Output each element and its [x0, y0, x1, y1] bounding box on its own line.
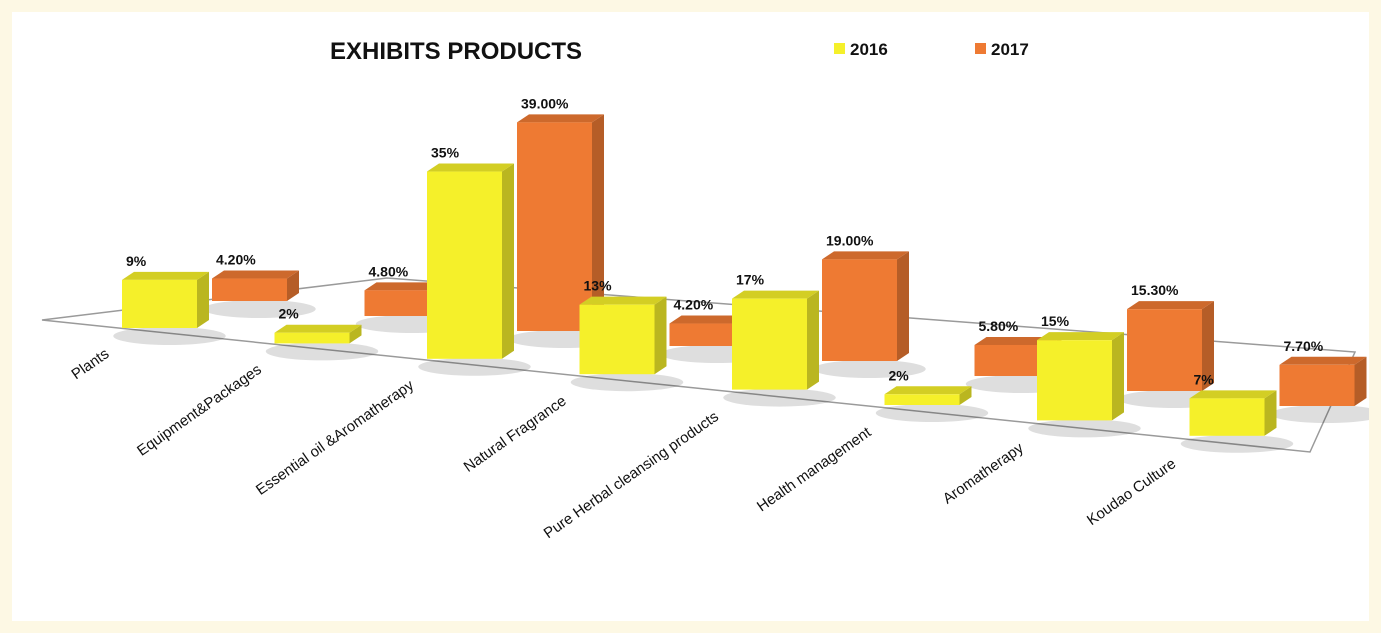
data-label-natural-fragrance-2016: 13%: [584, 278, 613, 294]
legend: 2016 2017: [834, 40, 1029, 59]
data-label-health-management-2016: 2%: [889, 367, 910, 383]
data-label-plants-2016: 9%: [126, 253, 147, 269]
bar-side-health-management-2016: [959, 386, 972, 405]
legend-label-2017: 2017: [991, 40, 1029, 59]
bar-side-equipment-packages-2016: [349, 324, 362, 344]
bar-front-health-management-2016: [884, 394, 960, 405]
chart-title: EXHIBITS PRODUCTS: [330, 38, 582, 65]
bar-side-pure-herbal-cleansing-products-2016: [807, 290, 819, 390]
category-label-health-management: Health management: [754, 423, 875, 515]
bar-equipment-packages-2016: [274, 324, 362, 344]
bar-side-essential-oil-aromatherapy-2016: [502, 163, 514, 359]
data-label-natural-fragrance-2017: 4.20%: [674, 297, 714, 313]
data-label-equipment-packages-2016: 2%: [279, 306, 300, 322]
bar-koudao-culture-2016: [1189, 390, 1277, 436]
data-label-plants-2017: 4.20%: [216, 252, 256, 268]
data-label-equipment-packages-2017: 4.80%: [369, 263, 409, 279]
bar-top-equipment-packages-2016: [274, 324, 362, 333]
bar-front-plants-2017: [212, 278, 287, 301]
category-label-koudao-culture: Koudao Culture: [1084, 455, 1179, 529]
bar-top-aromatherapy-2016: [1037, 332, 1124, 341]
data-label-koudao-culture-2016: 7%: [1194, 371, 1215, 387]
bar-essential-oil-aromatherapy-2016: [427, 163, 514, 359]
data-label-essential-oil-aromatherapy-2016: 35%: [431, 145, 460, 161]
bar-side-koudao-culture-2017: [1354, 356, 1367, 406]
bar-shadow-aromatherapy-2016: [1028, 419, 1141, 438]
bar-top-koudao-culture-2016: [1189, 390, 1277, 399]
bar-front-aromatherapy-2016: [1037, 340, 1112, 421]
bar-front-natural-fragrance-2016: [579, 304, 655, 375]
bar-aromatherapy-2016: [1037, 332, 1124, 421]
bars: [122, 114, 1367, 436]
bar-top-koudao-culture-2017: [1279, 356, 1367, 365]
bar-top-plants-2016: [122, 271, 209, 280]
data-label-aromatherapy-2016: 15%: [1041, 313, 1070, 329]
legend-swatch-2017: [975, 43, 986, 54]
bar-top-pure-herbal-cleansing-products-2017: [822, 251, 909, 260]
bar-essential-oil-aromatherapy-2017: [517, 114, 604, 331]
bar-top-pure-herbal-cleansing-products-2016: [732, 290, 819, 299]
bar-side-aromatherapy-2017: [1202, 301, 1214, 391]
bar-top-health-management-2016: [884, 386, 972, 395]
bar-chart: EXHIBITS PRODUCTS 2016 2017 4.20% 9% 4.80%…: [41, 38, 1369, 542]
bar-shadow-koudao-culture-2017: [1270, 405, 1369, 423]
bar-shadow-equipment-packages-2016: [265, 342, 379, 361]
bar-natural-fragrance-2016: [579, 296, 667, 375]
bar-shadow-plants-2017: [203, 300, 316, 318]
data-label-pure-herbal-cleansing-products-2016: 17%: [736, 272, 765, 288]
data-label-pure-herbal-cleansing-products-2017: 19.00%: [826, 232, 874, 248]
bar-front-plants-2016: [122, 279, 197, 328]
bar-shadow-plants-2016: [113, 327, 226, 345]
bar-shadow-pure-herbal-cleansing-products-2017: [813, 360, 926, 378]
bar-front-natural-fragrance-2017: [669, 323, 745, 346]
bar-top-aromatherapy-2017: [1127, 301, 1214, 310]
bar-front-koudao-culture-2016: [1189, 398, 1265, 436]
bar-pure-herbal-cleansing-products-2016: [732, 290, 819, 390]
bar-side-plants-2016: [197, 271, 209, 328]
bar-shadow-natural-fragrance-2016: [570, 373, 684, 392]
data-labels: 4.20% 9% 4.80% 2% 39.00% 35% 4.20% 13% 19.00% 17%…: [126, 95, 1324, 387]
bar-front-pure-herbal-cleansing-products-2016: [732, 298, 807, 390]
bar-shadow-health-management-2016: [875, 404, 989, 422]
bar-top-essential-oil-aromatherapy-2017: [517, 114, 604, 123]
bar-plants-2016: [122, 271, 209, 328]
data-label-koudao-culture-2017: 7.70%: [1284, 338, 1324, 354]
bar-front-essential-oil-aromatherapy-2016: [427, 171, 502, 359]
bar-front-essential-oil-aromatherapy-2017: [517, 122, 592, 331]
data-label-aromatherapy-2017: 15.30%: [1131, 282, 1179, 298]
bar-plants-2017: [212, 270, 299, 301]
category-label-natural-fragrance: Natural Fragrance: [461, 392, 570, 475]
bar-top-plants-2017: [212, 270, 299, 279]
bar-top-natural-fragrance-2016: [579, 296, 667, 305]
category-label-aromatherapy: Aromatherapy: [940, 439, 1027, 507]
bar-koudao-culture-2017: [1279, 356, 1367, 406]
chart-panel: EXHIBITS PRODUCTS 2016 2017 4.20% 9% 4.80%…: [12, 12, 1369, 621]
category-label-essential-oil-aromatherapy: Essential oil &Aromatherapy: [253, 376, 418, 498]
bar-health-management-2016: [884, 386, 972, 405]
bar-side-koudao-culture-2016: [1264, 390, 1277, 436]
bar-side-pure-herbal-cleansing-products-2017: [897, 251, 909, 361]
bar-side-aromatherapy-2016: [1112, 332, 1124, 421]
data-label-essential-oil-aromatherapy-2017: 39.00%: [521, 95, 569, 111]
bar-shadow-koudao-culture-2016: [1180, 434, 1294, 453]
bar-front-equipment-packages-2016: [274, 332, 350, 344]
bar-side-natural-fragrance-2016: [654, 296, 667, 375]
bar-front-pure-herbal-cleansing-products-2017: [822, 259, 897, 361]
bar-front-aromatherapy-2017: [1127, 309, 1202, 391]
legend-label-2016: 2016: [850, 40, 888, 59]
bar-front-koudao-culture-2017: [1279, 364, 1355, 406]
category-label-pure-herbal-cleansing-products: Pure Herbal cleansing products: [541, 408, 722, 542]
category-label-plants: Plants: [68, 345, 112, 383]
bar-aromatherapy-2017: [1127, 301, 1214, 391]
legend-swatch-2016: [834, 43, 845, 54]
data-label-health-management-2017: 5.80%: [979, 318, 1019, 334]
bar-side-essential-oil-aromatherapy-2017: [592, 114, 604, 331]
bar-side-plants-2017: [287, 270, 299, 301]
bar-pure-herbal-cleansing-products-2017: [822, 251, 909, 361]
bar-shadow-essential-oil-aromatherapy-2016: [418, 357, 531, 376]
bar-top-essential-oil-aromatherapy-2016: [427, 163, 514, 172]
bar-shadow-pure-herbal-cleansing-products-2016: [723, 388, 836, 407]
category-label-equipment-packages: Equipment&Packages: [134, 361, 265, 460]
